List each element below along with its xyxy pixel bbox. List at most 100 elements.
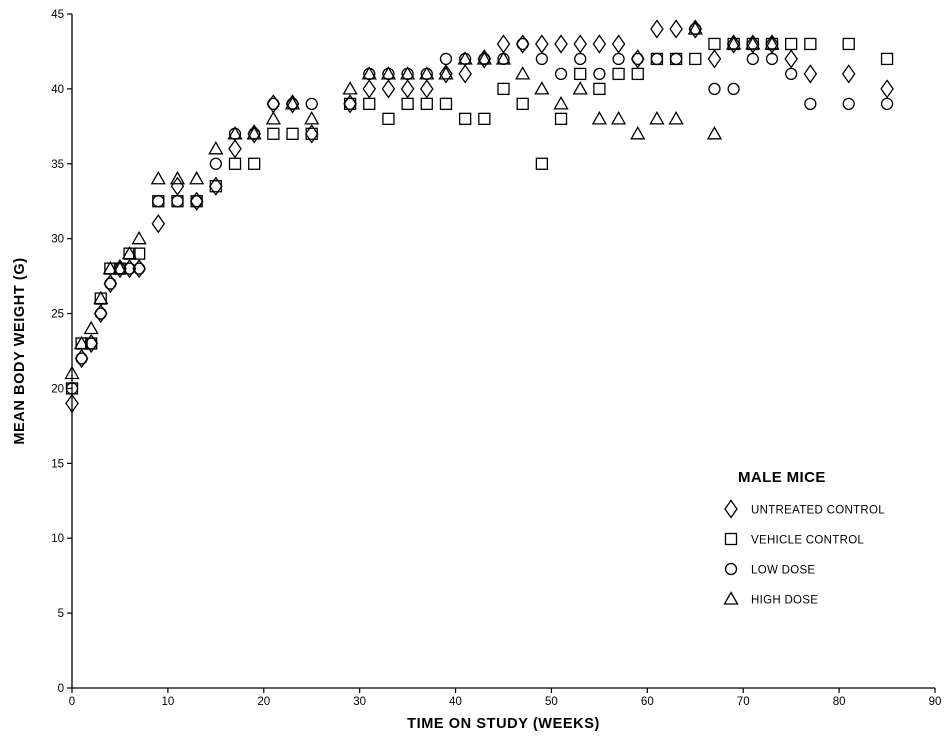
square-point xyxy=(287,128,298,139)
square-point xyxy=(249,158,260,169)
circle-point xyxy=(172,196,183,207)
square-point xyxy=(690,53,701,64)
circle-point xyxy=(536,53,547,64)
diamond-point xyxy=(651,20,663,37)
square-point xyxy=(440,98,451,109)
triangle-point xyxy=(574,82,587,94)
circle-point xyxy=(575,53,586,64)
triangle-point xyxy=(708,127,721,139)
triangle-point xyxy=(133,232,146,244)
x-tick-label: 70 xyxy=(737,696,750,708)
circle-point xyxy=(517,38,528,49)
triangle-point xyxy=(209,142,222,154)
triangle-point xyxy=(593,112,606,124)
square-point xyxy=(460,113,471,124)
legend-label: VEHICLE CONTROL xyxy=(751,535,864,547)
square-point xyxy=(613,68,624,79)
triangle-point xyxy=(94,292,107,304)
circle-point xyxy=(76,353,87,364)
legend-diamond-icon xyxy=(725,501,737,518)
circle-point xyxy=(671,53,682,64)
triangle-point xyxy=(85,322,98,334)
legend-label: HIGH DOSE xyxy=(751,595,818,607)
x-tick-label: 40 xyxy=(449,696,462,708)
circle-point xyxy=(594,68,605,79)
square-point xyxy=(517,98,528,109)
square-point xyxy=(805,38,816,49)
triangle-point xyxy=(439,67,452,79)
triangle-point xyxy=(555,97,568,109)
triangle-point xyxy=(516,67,529,79)
square-point xyxy=(498,83,509,94)
square-point xyxy=(364,98,375,109)
y-tick-label: 35 xyxy=(51,159,64,171)
circle-point xyxy=(786,68,797,79)
legend-title: MALE MICE xyxy=(738,469,826,486)
y-tick-label: 30 xyxy=(51,234,64,246)
triangle-point xyxy=(612,112,625,124)
axes xyxy=(72,14,935,688)
x-tick-label: 0 xyxy=(69,696,75,708)
circle-point xyxy=(882,98,893,109)
circle-point xyxy=(345,98,356,109)
square-point xyxy=(594,83,605,94)
square-point xyxy=(536,158,547,169)
x-tick-label: 80 xyxy=(833,696,846,708)
triangle-point xyxy=(305,112,318,124)
square-point xyxy=(479,113,490,124)
data-marks xyxy=(66,20,894,411)
y-tick-label: 20 xyxy=(51,383,64,395)
diamond-point xyxy=(229,140,241,157)
triangle-point xyxy=(152,172,165,184)
circle-point xyxy=(709,83,720,94)
circle-point xyxy=(153,196,164,207)
diamond-point xyxy=(459,65,471,82)
diamond-point xyxy=(421,80,433,97)
circle-point xyxy=(632,53,643,64)
triangle-point xyxy=(631,127,644,139)
square-point xyxy=(268,128,279,139)
legend-entries: UNTREATED CONTROLVEHICLE CONTROLLOW DOSE… xyxy=(725,501,886,607)
diamond-point xyxy=(785,50,797,67)
y-tick-label: 10 xyxy=(51,533,64,545)
square-point xyxy=(709,38,720,49)
square-point xyxy=(402,98,413,109)
y-axis-title: MEAN BODY WEIGHT (G) xyxy=(12,257,28,444)
circle-point xyxy=(210,158,221,169)
triangle-point xyxy=(746,37,759,49)
y-tick-label: 25 xyxy=(51,309,64,321)
x-axis-title: TIME ON STUDY (WEEKS) xyxy=(407,716,600,732)
diamond-point xyxy=(881,80,893,97)
circle-point xyxy=(191,196,202,207)
circle-point xyxy=(728,83,739,94)
x-tick-label: 90 xyxy=(929,696,942,708)
circle-point xyxy=(105,278,116,289)
square-point xyxy=(230,158,241,169)
square-point xyxy=(882,53,893,64)
circle-point xyxy=(440,53,451,64)
legend-label: UNTREATED CONTROL xyxy=(751,505,885,517)
triangle-point xyxy=(190,172,203,184)
x-tick-label: 30 xyxy=(353,696,366,708)
series-diamond xyxy=(66,20,893,411)
legend: MALE MICE UNTREATED CONTROL VEHICLE CONTR… xyxy=(725,469,886,607)
diamond-point xyxy=(536,35,548,52)
circle-point xyxy=(556,68,567,79)
circle-point xyxy=(651,53,662,64)
series-circle xyxy=(67,23,893,393)
square-point xyxy=(421,98,432,109)
circle-point xyxy=(843,98,854,109)
triangle-point xyxy=(344,82,357,94)
diamond-point xyxy=(804,65,816,82)
circle-point xyxy=(306,98,317,109)
circle-point xyxy=(766,53,777,64)
circle-point xyxy=(613,53,624,64)
x-tick-label: 20 xyxy=(257,696,270,708)
square-point xyxy=(632,68,643,79)
circle-point xyxy=(268,98,279,109)
x-tick-label: 10 xyxy=(161,696,174,708)
y-tick-label: 45 xyxy=(51,9,64,21)
y-tick-label: 15 xyxy=(51,458,64,470)
y-tick-label: 0 xyxy=(58,683,64,695)
